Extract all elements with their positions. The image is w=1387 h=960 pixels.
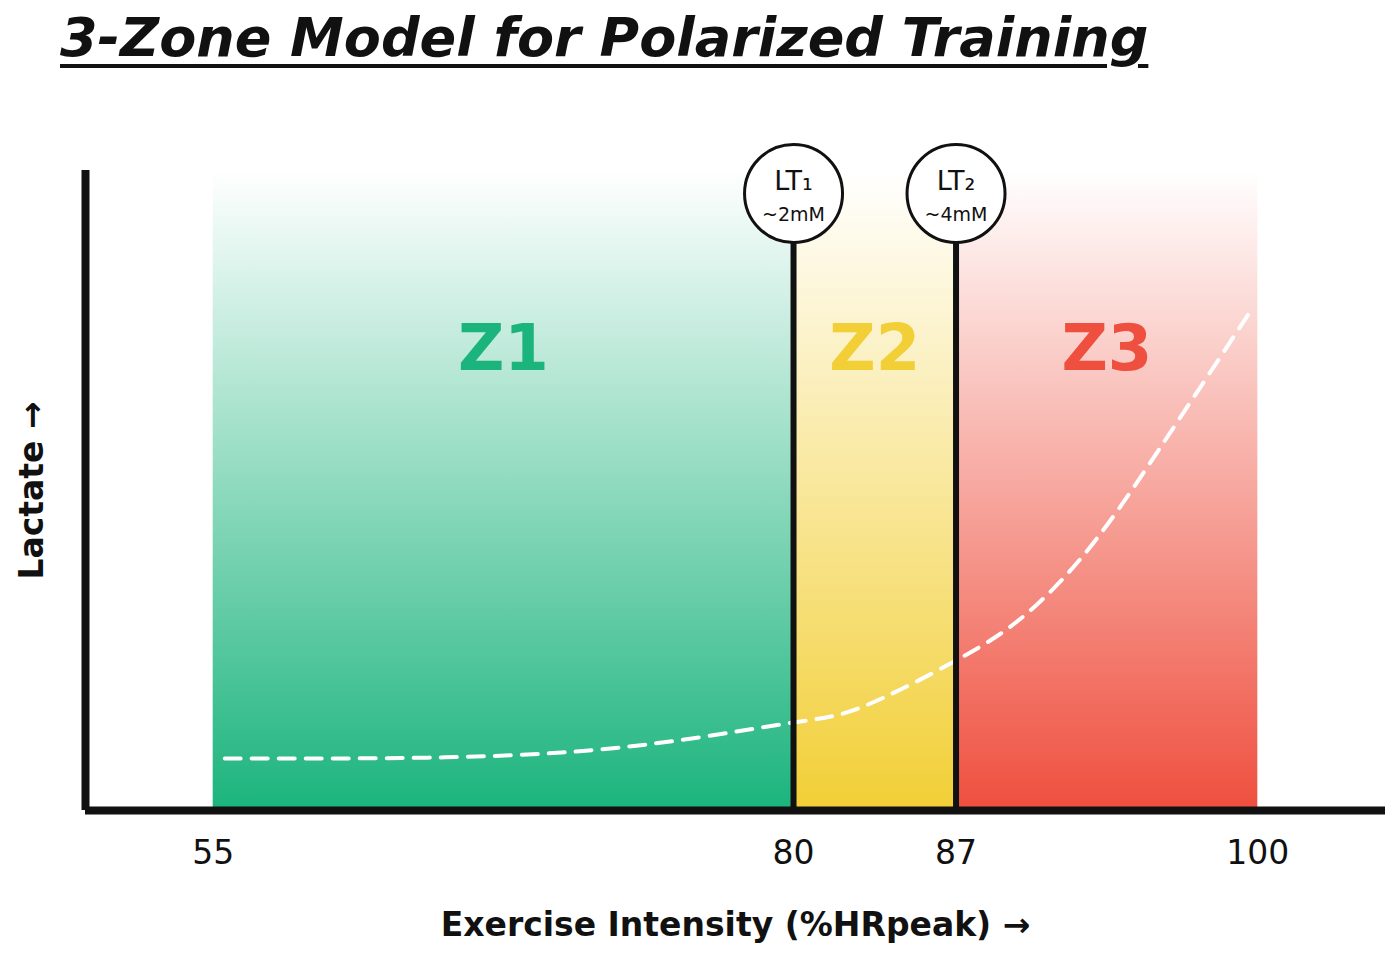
svg-text:~2mM: ~2mM: [762, 203, 825, 225]
svg-text:LT₂: LT₂: [937, 165, 976, 196]
svg-text:55: 55: [192, 833, 234, 872]
svg-text:Exercise Intensity (%HRpeak) →: Exercise Intensity (%HRpeak) →: [441, 905, 1031, 944]
svg-text:Lactate →: Lactate →: [12, 401, 51, 579]
svg-text:80: 80: [773, 833, 815, 872]
svg-text:~4mM: ~4mM: [925, 203, 988, 225]
svg-text:87: 87: [935, 833, 977, 872]
html-text:3-Zone Model for Polarized Tra: 3-Zone Model for Polarized Training: [60, 6, 1149, 69]
svg-text:Z2: Z2: [829, 311, 920, 385]
svg-text:Z1: Z1: [458, 311, 549, 385]
svg-text:Z3: Z3: [1061, 311, 1152, 385]
svg-text:100: 100: [1226, 833, 1289, 872]
svg-text:LT₁: LT₁: [774, 165, 813, 196]
